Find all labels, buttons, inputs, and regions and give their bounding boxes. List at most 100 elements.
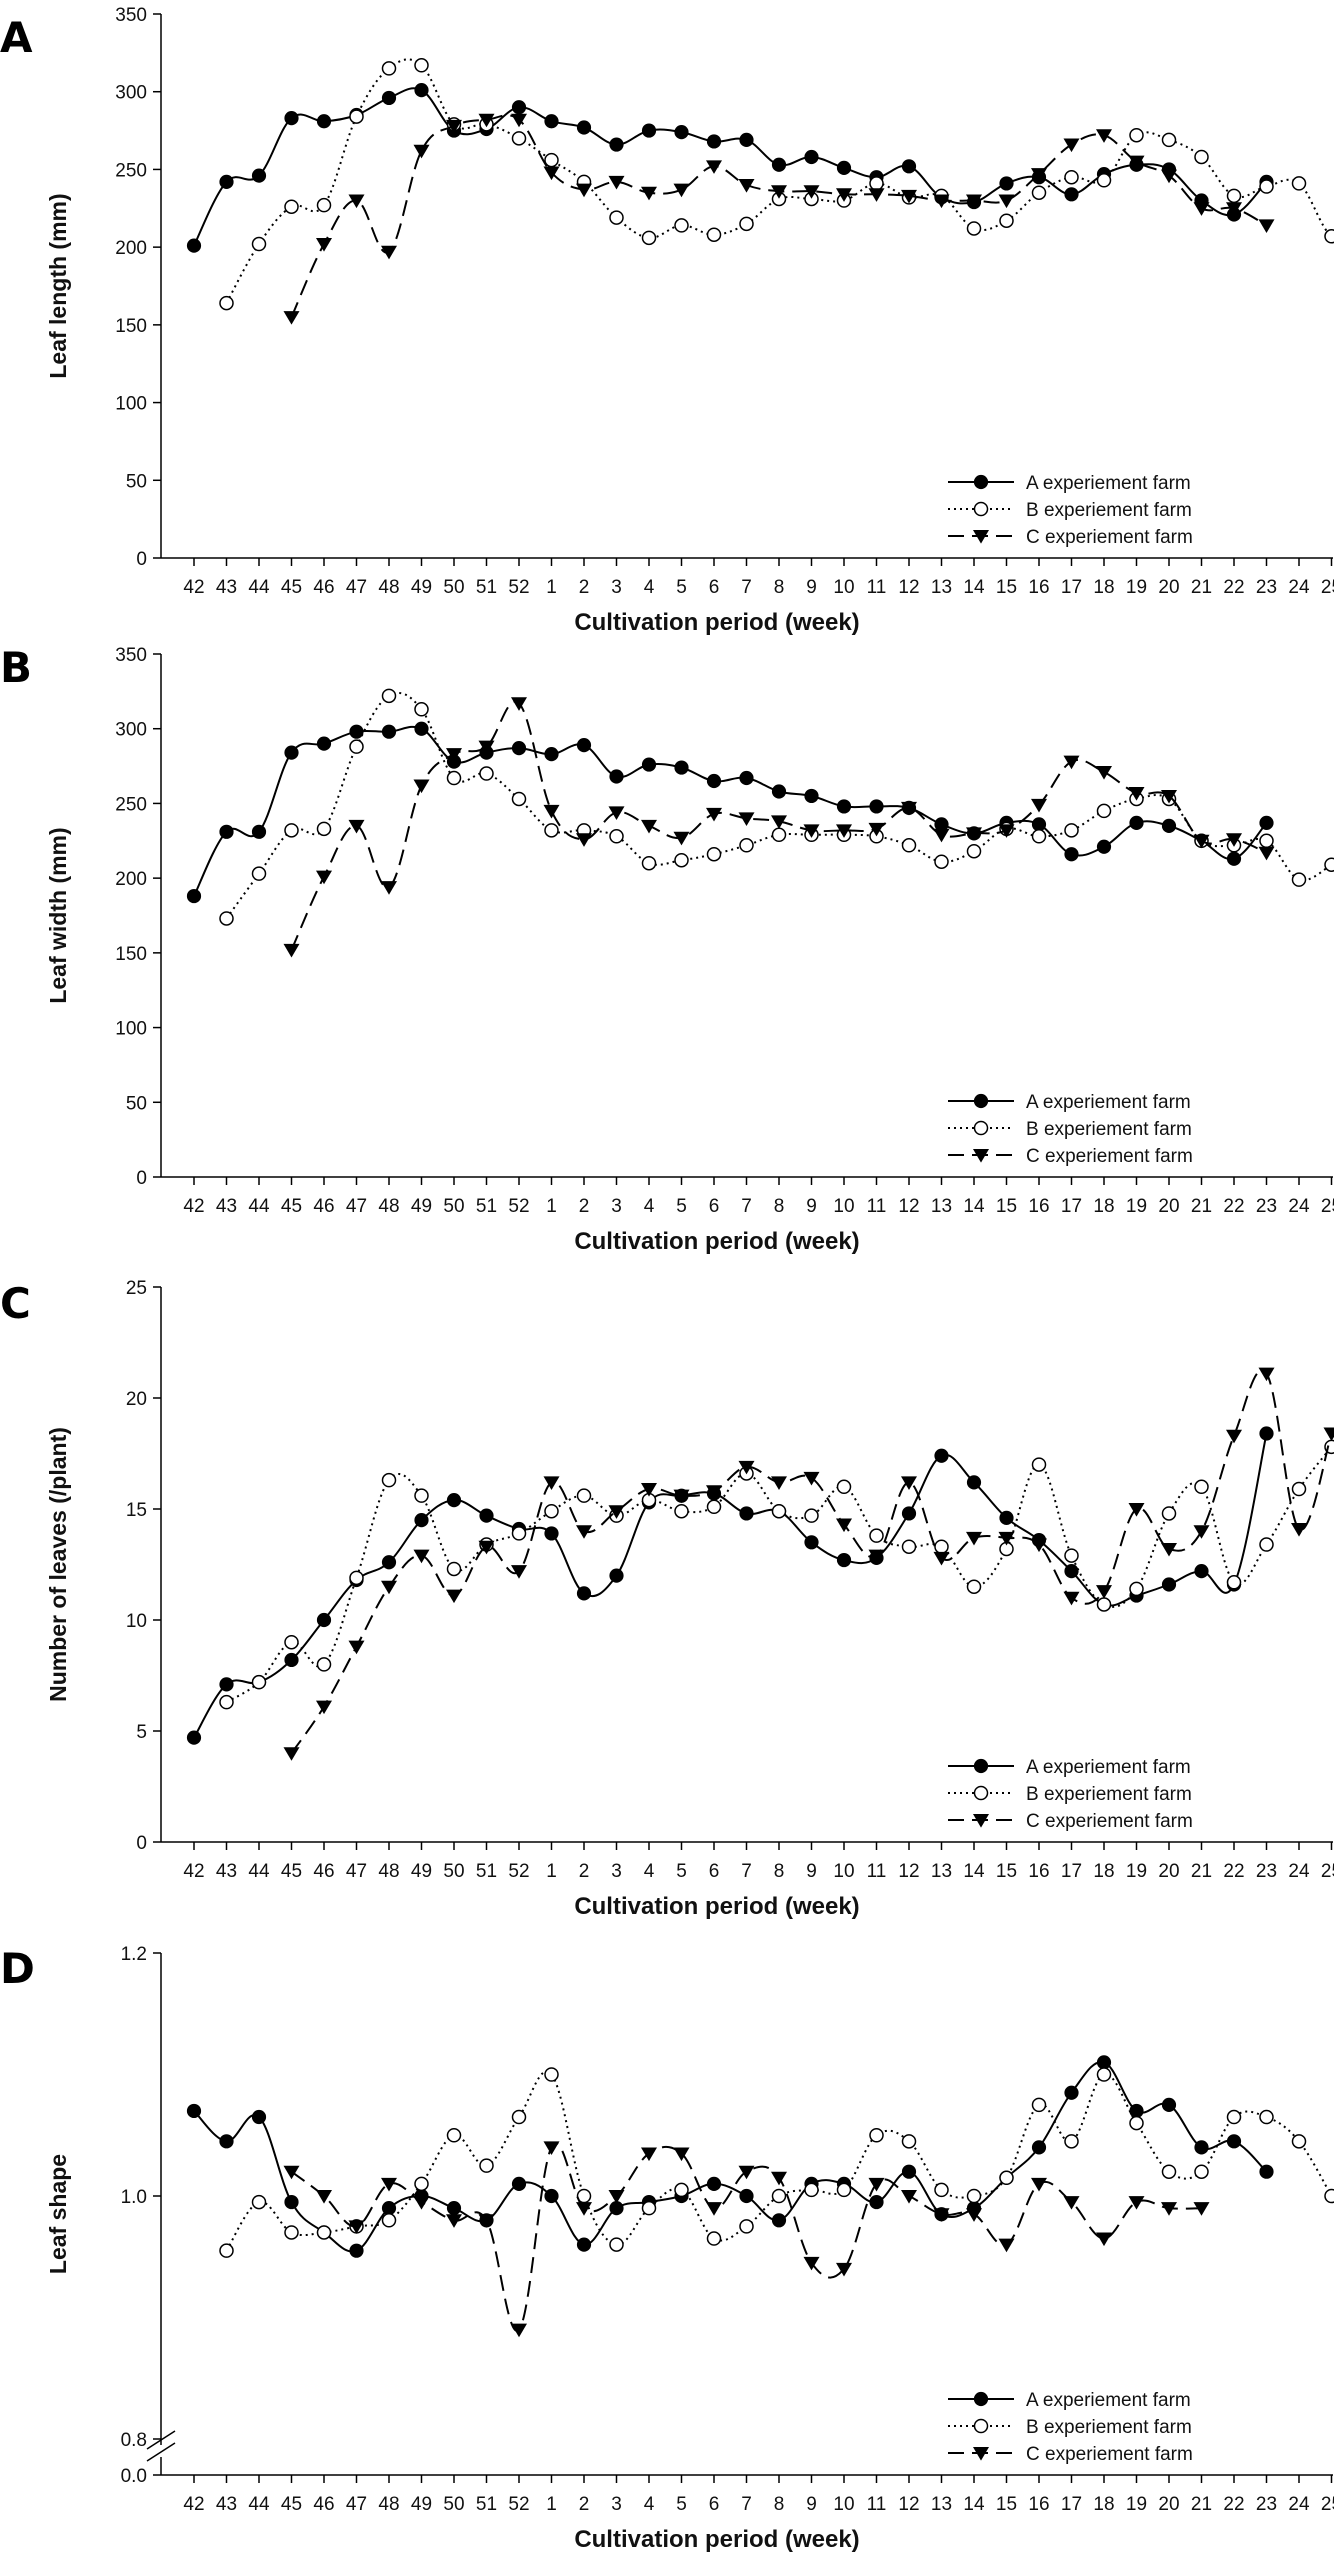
data-point (1260, 1427, 1273, 1440)
x-tick-label: 5 (676, 577, 687, 598)
data-point (609, 806, 625, 820)
data-point (188, 239, 201, 252)
data-point (869, 2178, 885, 2192)
data-point (1065, 848, 1078, 861)
panel-letter: D (0, 1944, 35, 1993)
data-point (383, 725, 396, 738)
x-tick-label: 5 (676, 1861, 687, 1882)
data-point (578, 1489, 591, 1502)
x-tick-label: 3 (611, 2494, 622, 2515)
x-tick-label: 17 (1061, 2494, 1082, 2515)
data-point (513, 792, 526, 805)
x-tick-label: 48 (378, 577, 399, 598)
data-point (935, 1449, 948, 1462)
data-point (1098, 840, 1111, 853)
data-point (1259, 219, 1275, 233)
data-point (511, 2324, 527, 2338)
y-tick-label: 100 (115, 1019, 147, 1040)
data-point (545, 1505, 558, 1518)
data-point (740, 133, 753, 146)
data-point (934, 829, 950, 843)
data-point (544, 1476, 560, 1490)
x-tick-label: 48 (378, 1861, 399, 1882)
data-point (448, 2129, 461, 2142)
data-point (545, 2190, 558, 2203)
x-tick-label: 16 (1028, 577, 1049, 598)
x-tick-label: 18 (1093, 2494, 1114, 2515)
data-point (1325, 230, 1334, 243)
series-c (284, 1368, 1334, 1761)
data-point (739, 812, 755, 826)
data-point (805, 1536, 818, 1549)
x-tick-label: 5 (676, 1196, 687, 1217)
x-tick-label: 43 (216, 1861, 237, 1882)
data-point (643, 231, 656, 244)
y-tick-label: 200 (115, 869, 147, 890)
y-tick-label: 0.8 (121, 2430, 147, 2451)
data-point (545, 2068, 558, 2081)
x-tick-label: 15 (996, 1861, 1017, 1882)
data-point (383, 1556, 396, 1569)
x-tick-label: 45 (281, 577, 302, 598)
y-tick-label: 150 (115, 944, 147, 965)
data-point (1033, 1458, 1046, 1471)
data-point (934, 1552, 950, 1566)
x-tick-label: 8 (774, 577, 785, 598)
x-tick-label: 47 (346, 1196, 367, 1217)
y-tick-label: 0 (136, 1833, 147, 1854)
data-point (383, 91, 396, 104)
data-point (901, 2190, 917, 2204)
data-point (1033, 2098, 1046, 2111)
data-point (1098, 174, 1111, 187)
data-point (480, 1509, 493, 1522)
data-point (414, 2196, 430, 2210)
data-point (1096, 766, 1112, 780)
y-tick-label: 150 (115, 316, 147, 337)
data-point (1163, 1578, 1176, 1591)
x-tick-label: 22 (1223, 2494, 1244, 2515)
data-point (1130, 129, 1143, 142)
panel-letter: B (0, 643, 32, 692)
data-point (545, 115, 558, 128)
data-point (350, 110, 363, 123)
y-tick-label: 20 (126, 1389, 147, 1410)
legend-label: B experiement farm (1026, 2417, 1192, 2438)
data-point (708, 775, 721, 788)
data-point (1096, 129, 1112, 143)
data-point (545, 824, 558, 837)
data-point (415, 2177, 428, 2190)
data-point (1228, 2135, 1241, 2148)
x-tick-label: 13 (931, 1861, 952, 1882)
x-tick-label: 14 (963, 2494, 985, 2515)
data-point (349, 1641, 365, 1655)
data-point (838, 800, 851, 813)
legend-entry: B experiement farm (948, 1119, 1192, 1140)
data-point (610, 211, 623, 224)
legend-marker (975, 1122, 988, 1135)
data-point (318, 115, 331, 128)
data-point (609, 2190, 625, 2204)
x-tick-label: 23 (1256, 577, 1277, 598)
x-tick-label: 44 (248, 2494, 270, 2515)
data-point (578, 2238, 591, 2251)
x-tick-label: 25 (1321, 1196, 1334, 1217)
data-point (1098, 804, 1111, 817)
data-point (1195, 2141, 1208, 2154)
data-point (1098, 2068, 1111, 2081)
data-point (1098, 2056, 1111, 2069)
x-tick-label: 19 (1126, 577, 1147, 598)
data-point (1033, 186, 1046, 199)
x-tick-label: 11 (867, 1196, 887, 1217)
y-tick-label: 1.2 (121, 1944, 147, 1965)
data-point (1195, 1565, 1208, 1578)
data-point (968, 1476, 981, 1489)
x-tick-label: 17 (1061, 1861, 1082, 1882)
data-point (576, 184, 592, 198)
data-point (381, 246, 397, 260)
x-tick-label: 5 (676, 2494, 687, 2515)
data-point (285, 824, 298, 837)
x-tick-label: 14 (963, 1861, 985, 1882)
data-point (1064, 1592, 1080, 1606)
data-point (870, 800, 883, 813)
